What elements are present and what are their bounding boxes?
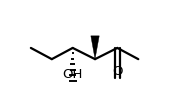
- Text: OH: OH: [62, 68, 83, 81]
- Polygon shape: [91, 36, 99, 59]
- Text: O: O: [112, 65, 123, 78]
